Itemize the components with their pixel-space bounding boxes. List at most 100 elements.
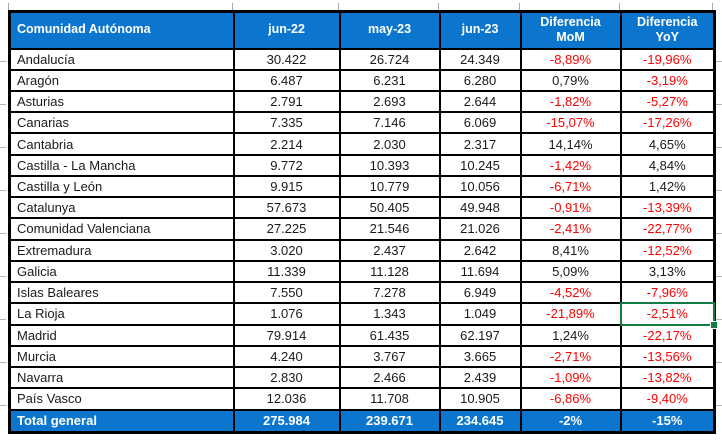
yoy-cell[interactable]: -2,51%	[619, 302, 718, 329]
region-name-cell[interactable]: Madrid	[8, 323, 235, 347]
may23-cell[interactable]: 10.779	[338, 174, 441, 199]
jun23-cell[interactable]: 2.317	[438, 132, 522, 156]
region-name-cell[interactable]: La Rioja	[8, 302, 235, 326]
may23-cell[interactable]: 50.405	[338, 196, 441, 220]
jun22-cell[interactable]: 11.339	[232, 259, 341, 284]
jun22-cell[interactable]: 9.772	[232, 153, 341, 177]
region-name-cell[interactable]: Asturias	[8, 89, 235, 114]
may23-cell[interactable]: 2.466	[338, 366, 441, 390]
yoy-cell[interactable]: -13,39%	[619, 196, 716, 220]
jun23-cell[interactable]: 2.644	[438, 89, 522, 114]
yoy-cell[interactable]: -7,96%	[619, 281, 716, 305]
fill-handle[interactable]	[710, 320, 718, 329]
header-cell-name[interactable]: Comunidad Autónoma	[8, 10, 235, 50]
yoy-cell[interactable]: -13,56%	[619, 344, 716, 369]
jun22-cell[interactable]: 79.914	[232, 323, 341, 347]
jun22-cell[interactable]: 7.335	[232, 111, 341, 135]
mom-cell[interactable]: -6,86%	[519, 387, 622, 411]
jun23-cell[interactable]: 21.026	[438, 217, 522, 241]
yoy-cell[interactable]: -22,17%	[619, 323, 716, 347]
yoy-cell[interactable]: 4,84%	[619, 153, 716, 177]
jun23-cell[interactable]: 1.049	[438, 302, 522, 326]
header-cell-jun23[interactable]: jun-23	[438, 10, 522, 50]
region-name-cell[interactable]: Navarra	[8, 366, 235, 390]
jun23-cell[interactable]: 10.056	[438, 174, 522, 199]
mom-cell[interactable]: 8,41%	[519, 238, 622, 262]
jun22-cell[interactable]: 9.915	[232, 174, 341, 199]
jun22-cell[interactable]: 2.830	[232, 366, 341, 390]
jun23-cell[interactable]: 6.280	[438, 68, 522, 92]
may23-cell[interactable]: 2.030	[338, 132, 441, 156]
region-name-cell[interactable]: Canarias	[8, 111, 235, 135]
mom-cell[interactable]: -6,71%	[519, 174, 622, 199]
mom-cell[interactable]: -0,91%	[519, 196, 622, 220]
may23-cell[interactable]: 26.724	[338, 47, 441, 71]
total-may23-cell[interactable]: 239.671	[338, 408, 441, 434]
jun23-cell[interactable]: 62.197	[438, 323, 522, 347]
mom-cell[interactable]: -1,09%	[519, 366, 622, 390]
yoy-cell[interactable]: 4,65%	[619, 132, 716, 156]
yoy-cell[interactable]: -19,96%	[619, 47, 716, 71]
header-cell-jun22[interactable]: jun-22	[232, 10, 341, 50]
mom-cell[interactable]: -15,07%	[519, 111, 622, 135]
yoy-cell[interactable]: -17,26%	[619, 111, 716, 135]
jun23-cell[interactable]: 2.439	[438, 366, 522, 390]
yoy-cell[interactable]: -22,77%	[619, 217, 716, 241]
mom-cell[interactable]: 14,14%	[519, 132, 622, 156]
may23-cell[interactable]: 10.393	[338, 153, 441, 177]
region-name-cell[interactable]: Castilla - La Mancha	[8, 153, 235, 177]
header-cell-may23[interactable]: may-23	[338, 10, 441, 50]
header-cell-mom[interactable]: Diferencia MoM	[519, 10, 622, 50]
jun22-cell[interactable]: 4.240	[232, 344, 341, 369]
jun22-cell[interactable]: 2.214	[232, 132, 341, 156]
jun23-cell[interactable]: 10.905	[438, 387, 522, 411]
jun23-cell[interactable]: 49.948	[438, 196, 522, 220]
mom-cell[interactable]: -1,42%	[519, 153, 622, 177]
may23-cell[interactable]: 7.146	[338, 111, 441, 135]
may23-cell[interactable]: 11.708	[338, 387, 441, 411]
may23-cell[interactable]: 2.693	[338, 89, 441, 114]
region-name-cell[interactable]: Comunidad Valenciana	[8, 217, 235, 241]
yoy-cell[interactable]: 3,13%	[619, 259, 716, 284]
mom-cell[interactable]: -21,89%	[519, 302, 622, 326]
jun23-cell[interactable]: 6.949	[438, 281, 522, 305]
mom-cell[interactable]: 1,24%	[519, 323, 622, 347]
jun22-cell[interactable]: 30.422	[232, 47, 341, 71]
total-jun23-cell[interactable]: 234.645	[438, 408, 522, 434]
region-name-cell[interactable]: Cantabria	[8, 132, 235, 156]
jun22-cell[interactable]: 1.076	[232, 302, 341, 326]
yoy-cell[interactable]: -9,40%	[619, 387, 716, 411]
may23-cell[interactable]: 6.231	[338, 68, 441, 92]
total-name-cell[interactable]: Total general	[8, 408, 235, 434]
jun23-cell[interactable]: 24.349	[438, 47, 522, 71]
may23-cell[interactable]: 61.435	[338, 323, 441, 347]
region-name-cell[interactable]: País Vasco	[8, 387, 235, 411]
region-name-cell[interactable]: Extremadura	[8, 238, 235, 262]
region-name-cell[interactable]: Aragón	[8, 68, 235, 92]
may23-cell[interactable]: 1.343	[338, 302, 441, 326]
header-cell-yoy[interactable]: Diferencia YoY	[619, 10, 716, 50]
region-name-cell[interactable]: Islas Baleares	[8, 281, 235, 305]
total-jun22-cell[interactable]: 275.984	[232, 408, 341, 434]
total-mom-cell[interactable]: -2%	[519, 408, 622, 434]
jun23-cell[interactable]: 2.642	[438, 238, 522, 262]
region-name-cell[interactable]: Murcia	[8, 344, 235, 369]
mom-cell[interactable]: -2,41%	[519, 217, 622, 241]
may23-cell[interactable]: 7.278	[338, 281, 441, 305]
jun22-cell[interactable]: 2.791	[232, 89, 341, 114]
yoy-cell[interactable]: -5,27%	[619, 89, 716, 114]
yoy-cell[interactable]: 1,42%	[619, 174, 716, 199]
jun22-cell[interactable]: 6.487	[232, 68, 341, 92]
may23-cell[interactable]: 11.128	[338, 259, 441, 284]
mom-cell[interactable]: -4,52%	[519, 281, 622, 305]
may23-cell[interactable]: 21.546	[338, 217, 441, 241]
jun22-cell[interactable]: 7.550	[232, 281, 341, 305]
mom-cell[interactable]: -1,82%	[519, 89, 622, 114]
jun23-cell[interactable]: 10.245	[438, 153, 522, 177]
may23-cell[interactable]: 2.437	[338, 238, 441, 262]
jun22-cell[interactable]: 27.225	[232, 217, 341, 241]
jun23-cell[interactable]: 11.694	[438, 259, 522, 284]
jun22-cell[interactable]: 3.020	[232, 238, 341, 262]
mom-cell[interactable]: 5,09%	[519, 259, 622, 284]
mom-cell[interactable]: -2,71%	[519, 344, 622, 369]
